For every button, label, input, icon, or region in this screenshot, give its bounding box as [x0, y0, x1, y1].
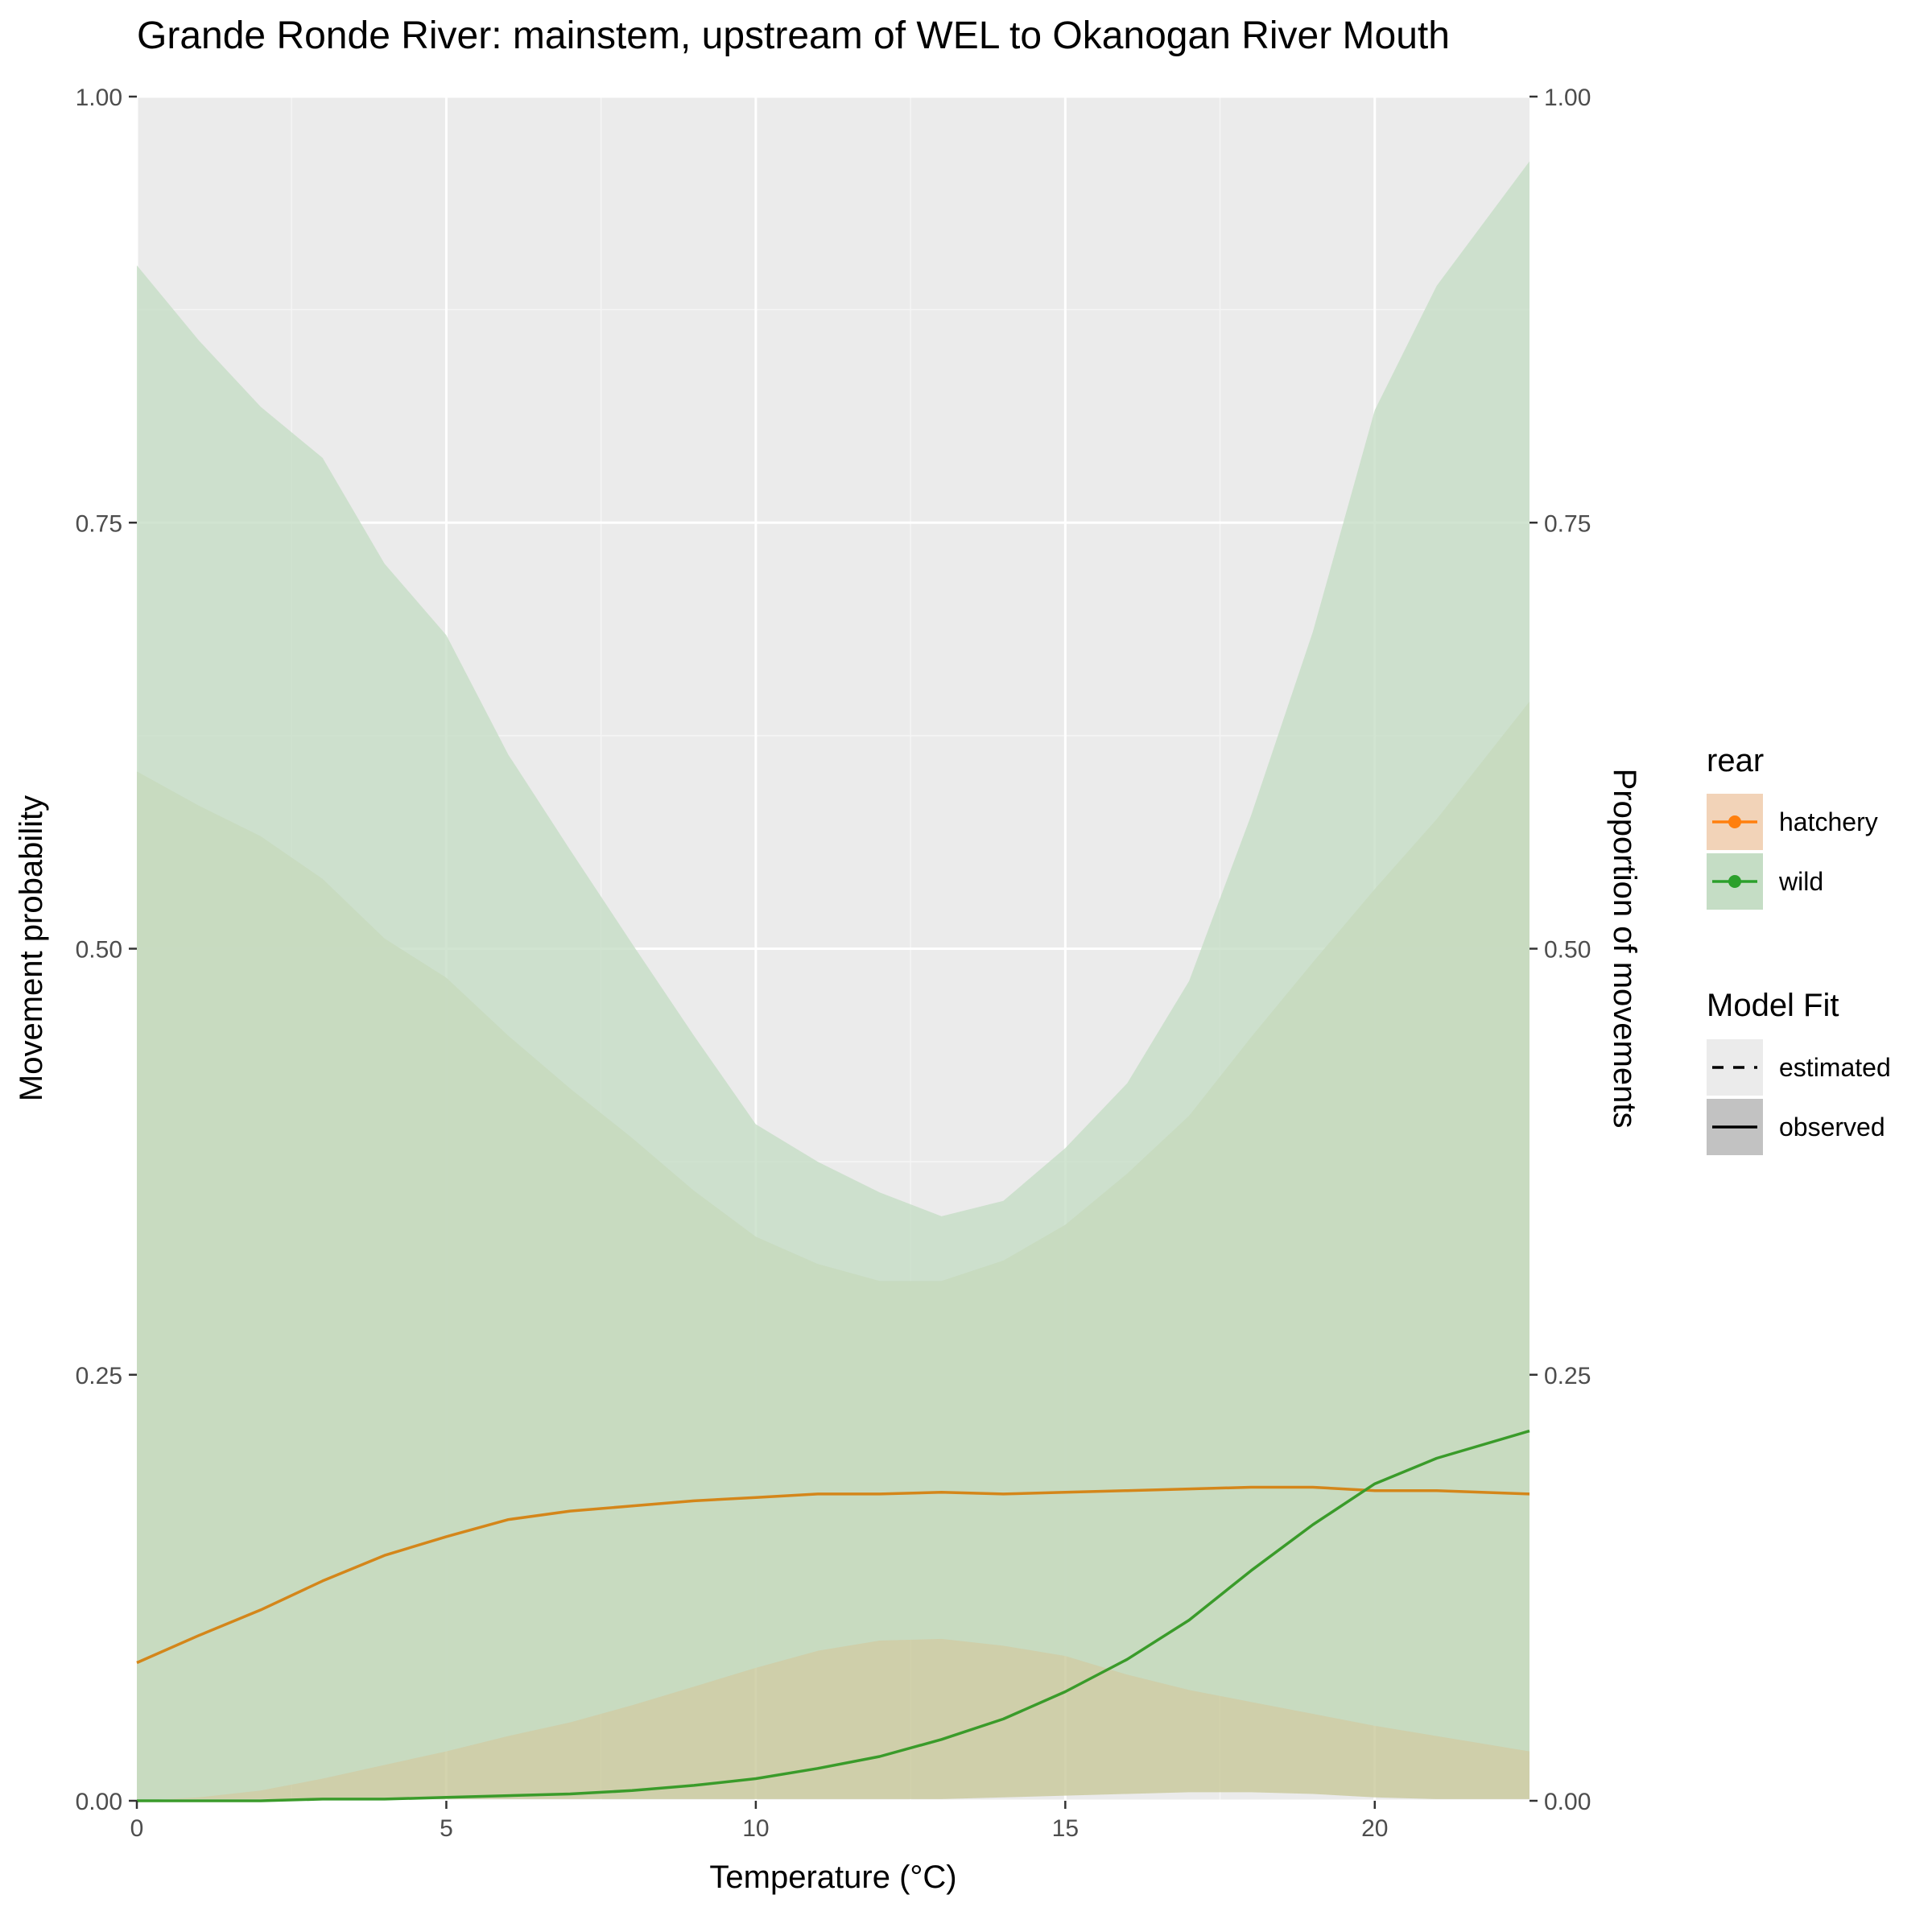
y-axis-right: 0.00 0.25 0.50 0.75 1.00 — [1530, 85, 1591, 1815]
x-tick-label: 5 — [440, 1815, 453, 1842]
y-tick-label: 0.75 — [76, 510, 122, 537]
legend-rear-entries: hatchery wild — [1707, 794, 1878, 910]
legend-title-model-fit: Model Fit — [1707, 988, 1839, 1023]
legend-label-observed: observed — [1779, 1113, 1885, 1141]
x-tick-label: 10 — [742, 1815, 769, 1842]
chart-title: Grande Ronde River: mainstem, upstream o… — [137, 14, 1450, 57]
y-tick-label: 1.00 — [76, 85, 122, 111]
y-tick-label: 0.50 — [76, 937, 122, 964]
x-tick-label: 20 — [1361, 1815, 1388, 1842]
y-tick-label: 0.00 — [76, 1789, 122, 1815]
y-tick-label-right: 0.25 — [1544, 1363, 1591, 1389]
line-wild — [137, 1429, 1530, 1802]
y-axis-title-right: Proportion of movements — [1607, 769, 1642, 1129]
legend-label-wild: wild — [1778, 867, 1823, 896]
y-axis-title: Movement probability — [14, 795, 49, 1101]
legend-model-fit-entries: estimated observed — [1707, 1039, 1891, 1155]
y-tick-label-right: 0.00 — [1544, 1789, 1591, 1815]
legend-title-rear: rear — [1707, 743, 1764, 778]
x-axis: 0 5 10 15 20 — [130, 1801, 1388, 1842]
y-tick-label: 0.25 — [76, 1363, 122, 1389]
x-tick-label: 0 — [130, 1815, 144, 1842]
band-wild — [137, 161, 1530, 1801]
legend: rear hatchery wild Model Fit estimated obs… — [1707, 743, 1891, 1155]
series-lines — [136, 1429, 1530, 1802]
y-tick-label-right: 0.50 — [1544, 937, 1591, 964]
legend-label-estimated: estimated — [1779, 1053, 1891, 1082]
line-hatchery — [136, 1485, 1530, 1665]
legend-key-point-hatchery — [1728, 815, 1741, 828]
x-tick-label: 15 — [1052, 1815, 1079, 1842]
x-axis-title: Temperature (°C) — [709, 1860, 956, 1895]
legend-key-point-wild — [1728, 875, 1741, 888]
legend-label-hatchery: hatchery — [1779, 807, 1878, 836]
y-tick-label-right: 1.00 — [1544, 85, 1591, 111]
y-axis-left: 0.00 0.25 0.50 0.75 1.00 — [76, 85, 137, 1815]
y-tick-label-right: 0.75 — [1544, 510, 1591, 537]
